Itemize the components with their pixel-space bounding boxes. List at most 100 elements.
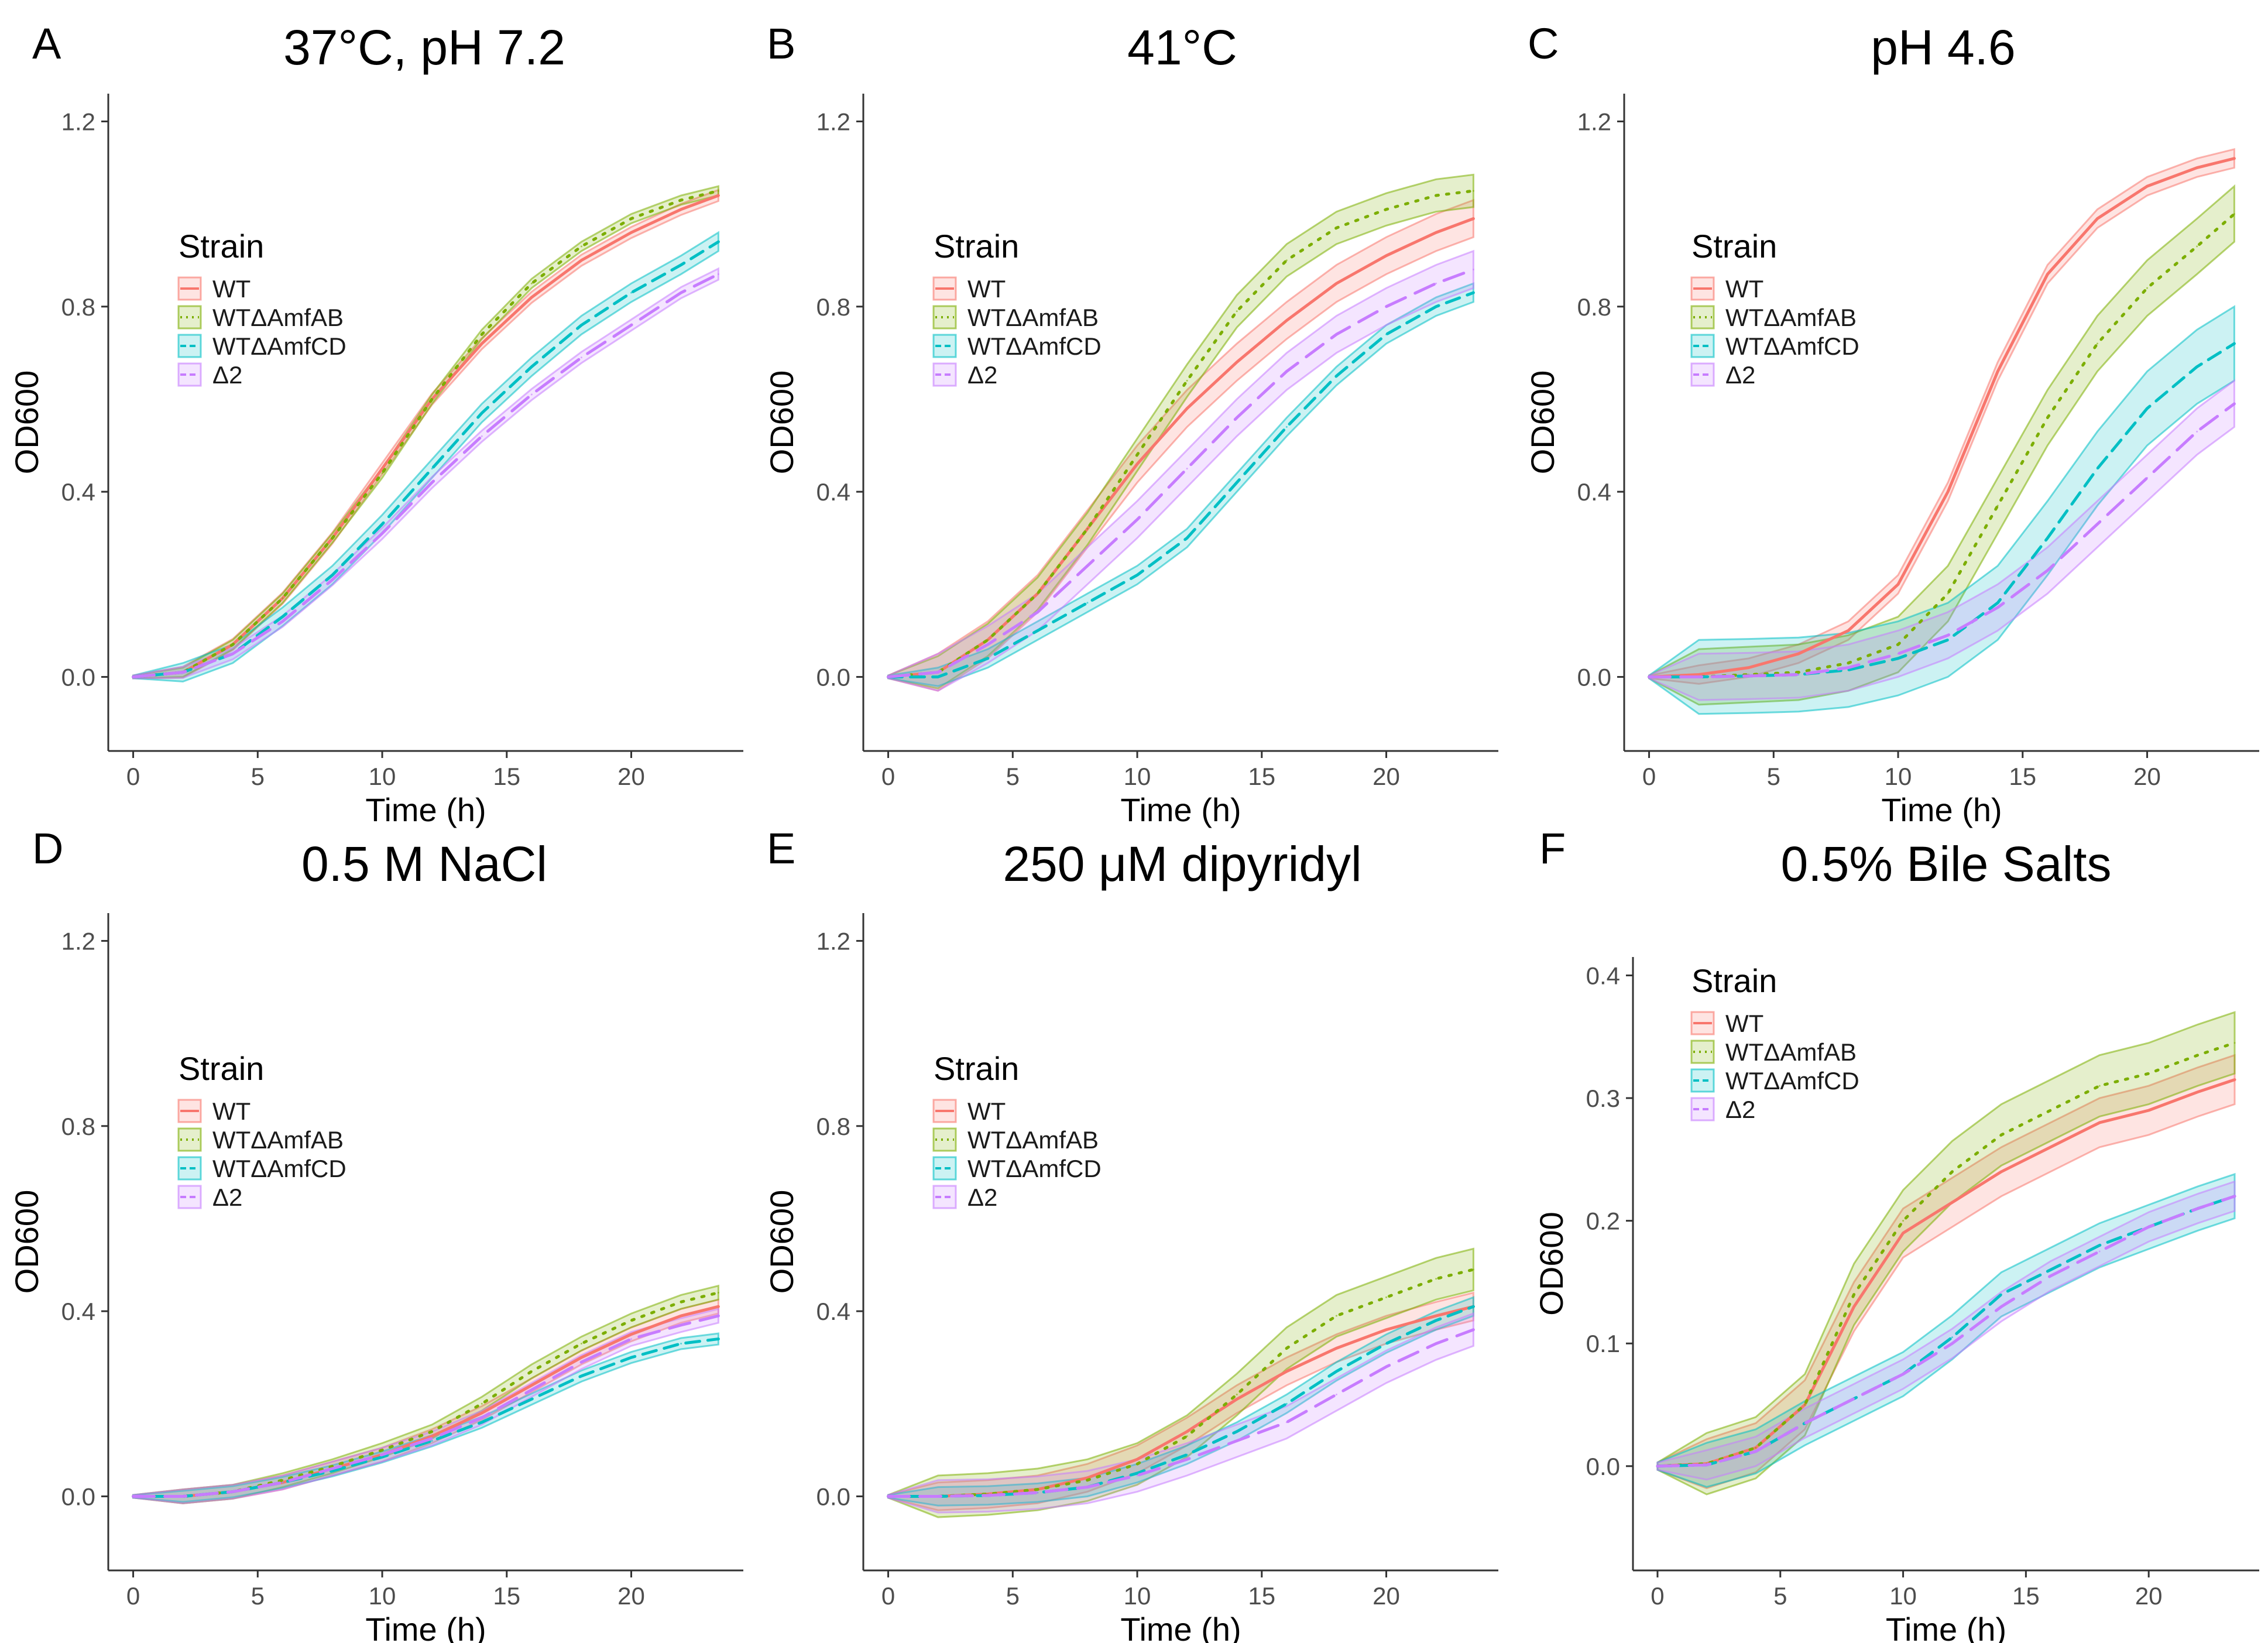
data-point [1186,1453,1188,1456]
legend-label: WT [1725,1010,1763,1037]
data-point [381,523,383,525]
data-point [1335,1315,1337,1317]
x-tick-label: 20 [617,763,645,790]
data-point [1706,1464,1708,1466]
ribbon-Δ2 [132,1308,719,1504]
data-point [1947,639,1949,641]
x-tick-label: 15 [1248,763,1275,790]
legend-title: Strain [1691,962,1777,999]
y-tick-label: 0.4 [1577,478,1611,506]
data-point [717,194,719,197]
legend-title: Strain [934,228,1019,265]
data-point [1897,657,1899,660]
data-point [1947,491,1949,493]
x-tick-label: 5 [1006,763,1020,790]
x-tick-label: 0 [1642,763,1656,790]
data-point [431,468,433,470]
data-point [132,1495,135,1497]
x-tick-label: 0 [126,763,140,790]
panel-title: 41°C [1127,20,1237,75]
x-tick-label: 20 [2135,1582,2163,1610]
data-point [2000,1171,2002,1173]
legend-label: WTΔAmfCD [1725,1067,1859,1095]
data-point [680,1301,682,1303]
data-point [2096,218,2098,220]
data-point [1648,675,1651,678]
y-axis-title: OD600 [763,1190,800,1294]
x-tick-label: 20 [617,1582,645,1610]
data-point [1996,602,1999,604]
data-point [1435,194,1437,197]
data-point [2233,1079,2236,1081]
data-point [2146,287,2149,289]
data-point [580,1361,582,1363]
y-axis-title: OD600 [763,371,800,474]
data-point [1136,463,1138,465]
data-point [1804,1404,1806,1406]
data-point [1285,1421,1288,1424]
y-axis-title: OD600 [8,371,45,474]
data-point [1947,634,1949,636]
legend-label: WT [212,1097,251,1125]
y-tick-label: 1.2 [816,927,850,955]
series-line-WT [132,194,720,678]
data-point [2146,185,2149,187]
data-point [717,1305,719,1308]
data-point [1236,417,1238,419]
data-point [1285,1402,1288,1405]
data-point [1136,1474,1138,1477]
data-point [2046,537,2049,539]
data-point [1897,643,1899,646]
y-tick-label: 0.0 [1577,663,1611,691]
y-axis-title: OD600 [1533,1212,1570,1315]
data-point [630,231,633,234]
data-point [2147,1072,2150,1075]
data-point [1385,333,1388,335]
data-point [887,675,890,678]
data-point [2147,1109,2150,1112]
data-point [1335,282,1337,284]
data-point [1951,1201,1953,1203]
x-tick-label: 15 [2009,763,2036,790]
data-point [2098,1121,2101,1124]
data-point [1335,375,1337,377]
data-point [680,1324,682,1326]
x-tick-label: 15 [1248,1582,1275,1610]
data-point [2096,523,2098,525]
data-point [2046,273,2049,275]
data-point [1086,527,1089,530]
data-point [1037,1491,1039,1494]
data-point [1435,231,1437,234]
ribbon-WTΔAmfAB [887,173,1474,690]
x-tick-label: 10 [1889,1582,1917,1610]
data-point [2233,342,2235,345]
ribbon-WTΔAmfAB [132,1284,719,1504]
legend-title: Strain [934,1050,1019,1087]
x-tick-label: 5 [1773,1582,1787,1610]
data-point [381,1453,383,1456]
data-point [1385,1296,1388,1298]
data-point [431,1440,433,1442]
data-point [1285,320,1288,322]
panel-b: B 41°C 0.0 0.4 0.8 1.2 0 5 10 15 20 Time (h) OD600 St… [763,19,1498,828]
data-point [481,1421,483,1424]
data-point [530,1398,533,1400]
legend-label: Δ2 [1725,361,1755,389]
data-point [680,291,682,294]
data-point [2197,1208,2199,1210]
data-point [717,273,719,275]
data-point [1186,379,1188,382]
ribbon-WT [1648,148,2235,685]
legend-label: WT [1725,275,1763,303]
legend-label: Δ2 [1725,1096,1755,1123]
data-point [2098,1244,2101,1247]
data-point [2096,342,2098,345]
x-tick-label: 0 [1651,1582,1664,1610]
data-point [1472,1329,1474,1331]
data-point [680,208,682,211]
legend-label: WT [967,1097,1006,1125]
x-tick-label: 5 [1767,763,1780,790]
